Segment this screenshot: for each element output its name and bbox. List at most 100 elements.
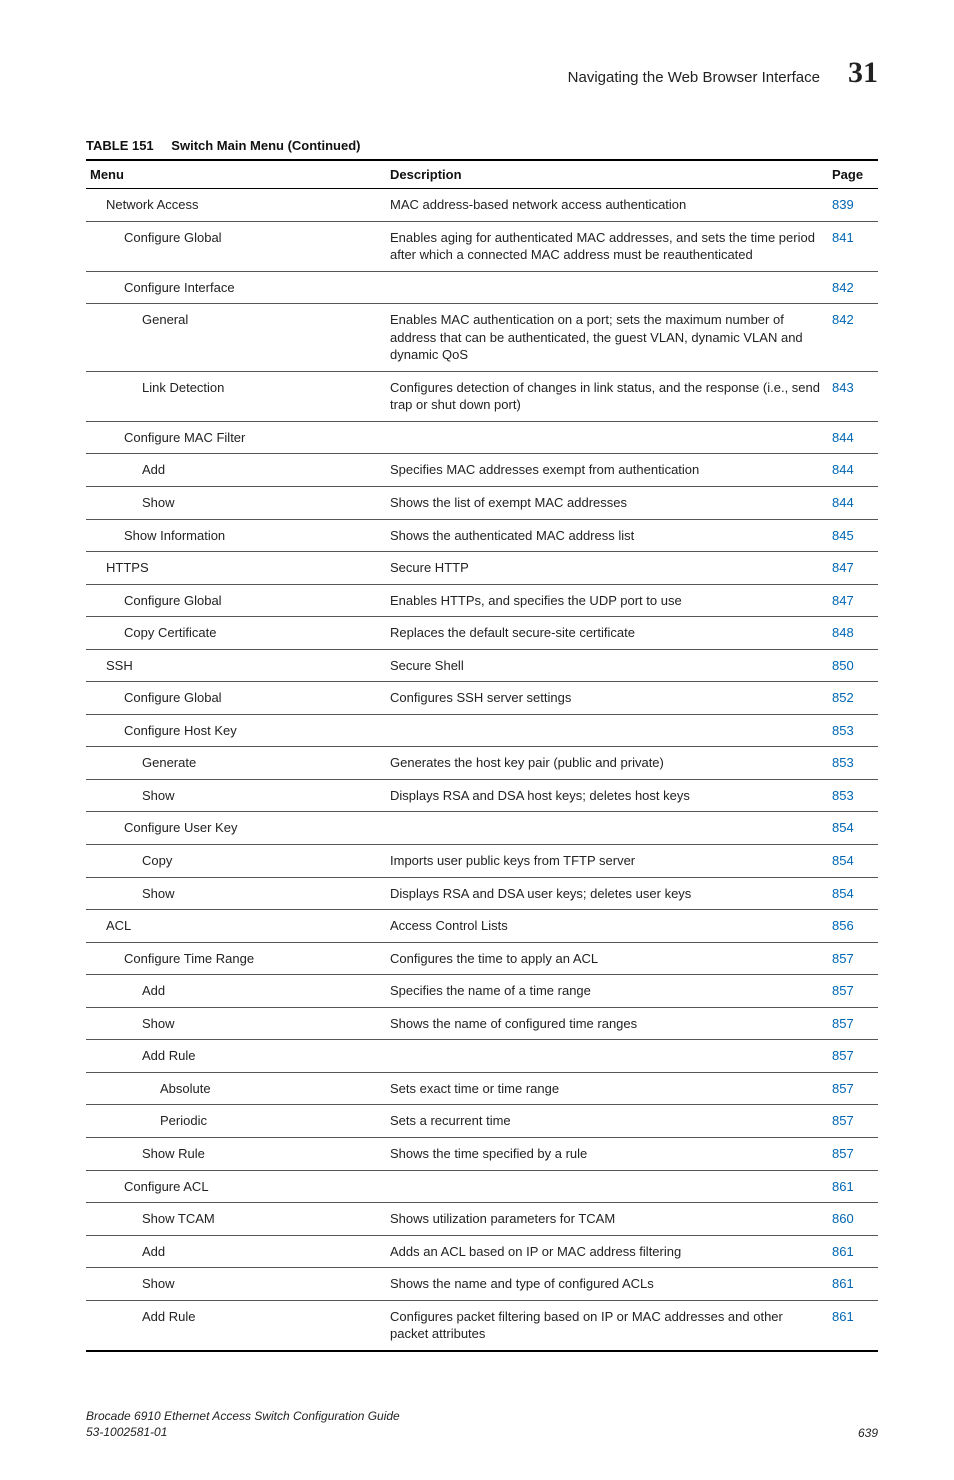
table-row: HTTPSSecure HTTP847 [86, 552, 878, 585]
menu-label: Configure MAC Filter [90, 429, 245, 447]
menu-label: Add [90, 461, 165, 479]
table-caption: TABLE 151 Switch Main Menu (Continued) [86, 138, 878, 153]
page-link[interactable]: 843 [828, 371, 878, 421]
page-link[interactable]: 854 [828, 877, 878, 910]
page-link[interactable]: 853 [828, 747, 878, 780]
description-cell: Access Control Lists [386, 910, 828, 943]
menu-cell: Copy [86, 845, 386, 878]
menu-cell: Add [86, 975, 386, 1008]
section-title: Navigating the Web Browser Interface [568, 69, 820, 86]
table-row: ShowDisplays RSA and DSA user keys; dele… [86, 877, 878, 910]
page-link[interactable]: 852 [828, 682, 878, 715]
menu-cell: Show [86, 877, 386, 910]
menu-label: Show [90, 885, 175, 903]
page-link[interactable]: 857 [828, 1137, 878, 1170]
page-link[interactable]: 847 [828, 584, 878, 617]
menu-cell: Show [86, 779, 386, 812]
menu-cell: Show Information [86, 519, 386, 552]
menu-cell: Configure ACL [86, 1170, 386, 1203]
menu-cell: Absolute [86, 1072, 386, 1105]
description-cell: Configures detection of changes in link … [386, 371, 828, 421]
menu-cell: Periodic [86, 1105, 386, 1138]
description-cell: Shows utilization parameters for TCAM [386, 1203, 828, 1236]
menu-label: Show [90, 494, 175, 512]
menu-label: Absolute [90, 1080, 211, 1098]
menu-cell: Show TCAM [86, 1203, 386, 1236]
description-cell: Sets exact time or time range [386, 1072, 828, 1105]
description-cell: Adds an ACL based on IP or MAC address f… [386, 1235, 828, 1268]
description-cell: Enables MAC authentication on a port; se… [386, 304, 828, 372]
menu-cell: Configure User Key [86, 812, 386, 845]
page-link[interactable]: 844 [828, 421, 878, 454]
page-link[interactable]: 844 [828, 487, 878, 520]
page-link[interactable]: 857 [828, 1105, 878, 1138]
menu-cell: Add [86, 1235, 386, 1268]
description-cell [386, 1040, 828, 1073]
page-link[interactable]: 854 [828, 845, 878, 878]
page-link[interactable]: 856 [828, 910, 878, 943]
menu-label: Show Rule [90, 1145, 205, 1163]
description-cell: Configures SSH server settings [386, 682, 828, 715]
footer-page-number: 639 [858, 1426, 878, 1440]
page-link[interactable]: 847 [828, 552, 878, 585]
menu-label: Add Rule [90, 1047, 195, 1065]
menu-cell: Generate [86, 747, 386, 780]
description-cell: Sets a recurrent time [386, 1105, 828, 1138]
page-link[interactable]: 861 [828, 1170, 878, 1203]
page-link[interactable]: 842 [828, 304, 878, 372]
menu-cell: Show [86, 1268, 386, 1301]
page-link[interactable]: 857 [828, 1007, 878, 1040]
page-link[interactable]: 850 [828, 649, 878, 682]
page-link[interactable]: 844 [828, 454, 878, 487]
document-page: Navigating the Web Browser Interface 31 … [0, 0, 954, 1480]
table-row: Show InformationShows the authenticated … [86, 519, 878, 552]
page-link[interactable]: 857 [828, 1040, 878, 1073]
table-row: Configure MAC Filter 844 [86, 421, 878, 454]
page-link[interactable]: 853 [828, 779, 878, 812]
page-link[interactable]: 857 [828, 975, 878, 1008]
page-link[interactable]: 854 [828, 812, 878, 845]
menu-label: Configure Time Range [90, 950, 254, 968]
page-link[interactable]: 853 [828, 714, 878, 747]
main-menu-table: Menu Description Page Network AccessMAC … [86, 159, 878, 1352]
table-row: ShowShows the name of configured time ra… [86, 1007, 878, 1040]
table-row: Link DetectionConfigures detection of ch… [86, 371, 878, 421]
page-link[interactable]: 842 [828, 271, 878, 304]
page-link[interactable]: 848 [828, 617, 878, 650]
menu-label: Network Access [90, 196, 198, 214]
page-link[interactable]: 857 [828, 1072, 878, 1105]
description-cell: Specifies MAC addresses exempt from auth… [386, 454, 828, 487]
description-cell: Shows the list of exempt MAC addresses [386, 487, 828, 520]
menu-cell: SSH [86, 649, 386, 682]
table-caption-title: Switch Main Menu (Continued) [171, 138, 360, 153]
menu-label: Copy [90, 852, 172, 870]
table-row: Show Shows the list of exempt MAC address… [86, 487, 878, 520]
table-row: Add Adds an ACL based on IP or MAC addres… [86, 1235, 878, 1268]
description-cell [386, 271, 828, 304]
menu-label: General [90, 311, 188, 329]
page-link[interactable]: 857 [828, 942, 878, 975]
description-cell: Shows the name of configured time ranges [386, 1007, 828, 1040]
table-row: Configure User Key 854 [86, 812, 878, 845]
menu-cell: Configure Global [86, 584, 386, 617]
menu-cell: Add Rule [86, 1040, 386, 1073]
page-link[interactable]: 861 [828, 1235, 878, 1268]
menu-label: Add [90, 1243, 165, 1261]
description-cell: Displays RSA and DSA host keys; deletes … [386, 779, 828, 812]
menu-cell: Add [86, 454, 386, 487]
page-link[interactable]: 860 [828, 1203, 878, 1236]
menu-label: Configure Global [90, 592, 222, 610]
menu-label: ACL [90, 917, 131, 935]
description-cell: Shows the authenticated MAC address list [386, 519, 828, 552]
menu-label: Add [90, 982, 165, 1000]
page-link[interactable]: 839 [828, 189, 878, 222]
menu-label: SSH [90, 657, 133, 675]
menu-cell: Copy Certificate [86, 617, 386, 650]
menu-cell: Link Detection [86, 371, 386, 421]
chapter-number: 31 [848, 56, 878, 90]
page-link[interactable]: 845 [828, 519, 878, 552]
menu-cell: HTTPS [86, 552, 386, 585]
page-link[interactable]: 841 [828, 221, 878, 271]
page-link[interactable]: 861 [828, 1268, 878, 1301]
page-link[interactable]: 861 [828, 1300, 878, 1351]
